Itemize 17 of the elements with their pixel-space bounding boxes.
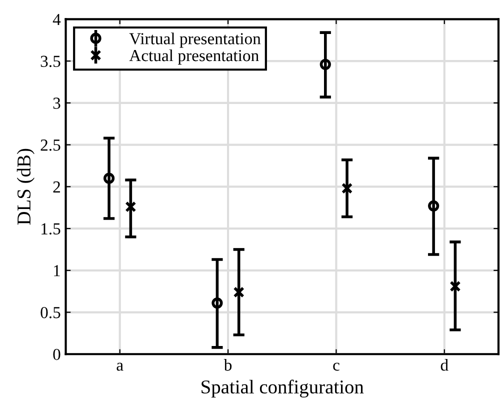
y-axis-title: DLS (dB) [16, 148, 35, 225]
y-tick-label: 1 [54, 265, 60, 276]
y-tick-label: 2.5 [40, 140, 60, 151]
y-tick-label: 3 [53, 98, 60, 109]
x-axis-title: Spatial configuration [202, 380, 364, 398]
y-tick-label: 4 [52, 14, 61, 25]
y-tick-label: 0.5 [40, 306, 60, 318]
x-tick-label: a [116, 362, 124, 371]
x-tick-label: c [333, 362, 340, 371]
x-tick-label: d [440, 359, 448, 371]
y-tick-label: 1.5 [42, 223, 60, 235]
y-tick-label: 2 [53, 181, 60, 192]
y-tick-label: 3.5 [40, 56, 60, 68]
legend-label: Virtual presentation [129, 32, 261, 48]
y-tick-label: 0 [53, 348, 60, 360]
legend-label: Actual presentation [129, 49, 259, 65]
x-tick-label: b [224, 359, 232, 371]
